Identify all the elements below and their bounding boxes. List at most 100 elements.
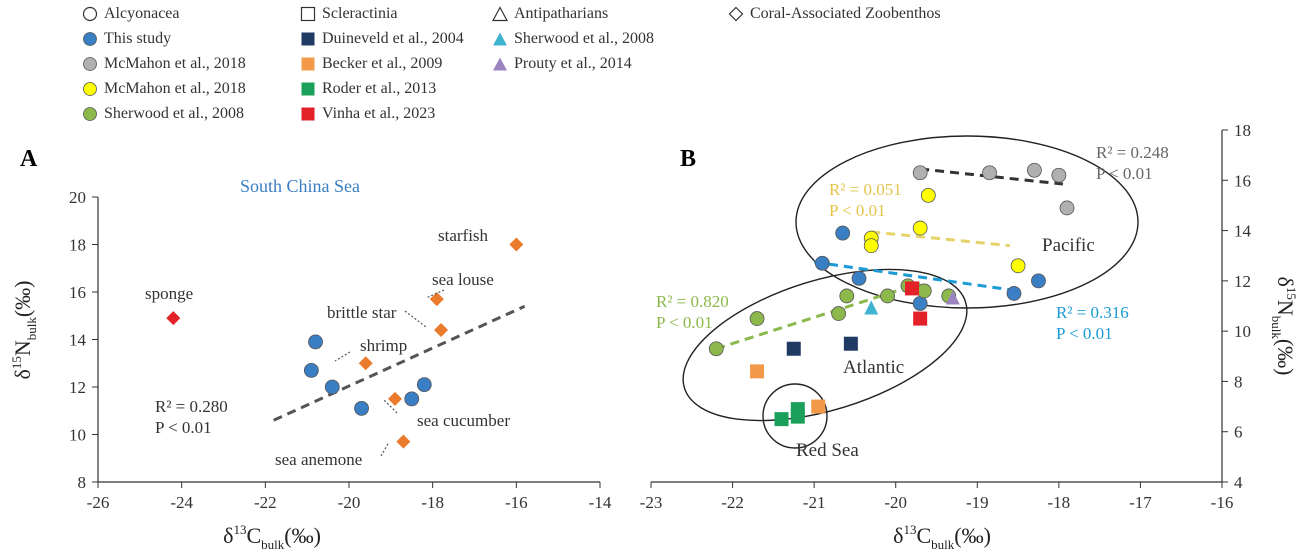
- trendline: [273, 304, 526, 422]
- x-tick-label: -18: [1048, 493, 1071, 512]
- leader-line: [334, 351, 351, 362]
- data-point-sherwood-et-al-2008: [916, 283, 932, 299]
- legend-entry: Sherwood et al., 2008: [492, 29, 654, 49]
- x-tick-label: -20: [338, 493, 361, 512]
- legend-header-coral-associated-zoobenthos: Coral-Associated Zoobenthos: [728, 4, 941, 24]
- data-point-sherwood-et-al-2008: [880, 288, 895, 304]
- data-point-this-study: [814, 255, 830, 271]
- legend-header-label: Coral-Associated Zoobenthos: [750, 5, 941, 22]
- r-squared-label: R² = 0.248: [1096, 143, 1169, 162]
- square-marker-icon: [301, 32, 315, 46]
- x-tick-label: -23: [640, 493, 663, 512]
- y-tick-label: 8: [1234, 372, 1243, 391]
- legend-entry: Sherwood et al., 2008: [82, 104, 244, 124]
- trendline: [920, 167, 1064, 186]
- r-squared-label: R² = 0.316: [1056, 303, 1129, 322]
- legend-header-label: Antipatharians: [514, 5, 609, 22]
- legend-header-alcyonacea: Alcyonacea: [82, 4, 180, 24]
- legend-entry: Vinha et al., 2023: [300, 104, 435, 124]
- p-value-label: P < 0.01: [1056, 324, 1113, 343]
- legend-entry: Roder et al., 2013: [300, 79, 436, 99]
- legend-entry-label: Becker et al., 2009: [322, 55, 443, 72]
- r-squared-label: R² = 0.051: [829, 180, 902, 199]
- legend-entry: Duineveld et al., 2004: [300, 29, 464, 49]
- data-point-this-study: [1031, 273, 1046, 289]
- triangle-marker-icon: [493, 57, 507, 71]
- circle-icon: [82, 7, 98, 22]
- legend-entry-label: McMahon et al., 2018: [104, 80, 246, 97]
- data-point-coral-associated-zoobenthos: [388, 391, 403, 406]
- point-label: shrimp: [360, 336, 407, 355]
- diamond-icon: [728, 6, 744, 22]
- x-tick-label: -16: [505, 493, 528, 512]
- data-point-roder-et-al-2013: [790, 402, 805, 417]
- data-point-sherwood-et-al-2008: [708, 341, 724, 357]
- r-squared-label: R² = 0.280: [155, 397, 228, 416]
- x-tick-label: -14: [589, 493, 612, 512]
- data-point-sherwood-et-al-2008: [749, 311, 765, 326]
- x-tick-label: -22: [721, 493, 744, 512]
- x-axis-label: δ13Cbulk(‰): [893, 522, 991, 552]
- chart-title: South China Sea: [240, 176, 360, 196]
- legend-entry: Prouty et al., 2014: [492, 54, 632, 74]
- data-point-mcmahon-et-al-2018-grey: [1026, 162, 1042, 178]
- y-tick-label: 14: [1234, 222, 1252, 241]
- legend-entry: McMahon et al., 2018: [82, 54, 246, 74]
- circle-marker-icon: [83, 57, 97, 72]
- point-label: brittle star: [327, 303, 397, 322]
- trendline: [715, 281, 921, 351]
- axis-label-text: δ15Nbulk(‰): [1269, 276, 1299, 375]
- x-tick-label: -22: [254, 493, 277, 512]
- data-point-sherwood-et-al-2008: [831, 306, 847, 321]
- data-point-sponge: [166, 311, 181, 326]
- y-tick-label: 16: [69, 283, 86, 302]
- y-tick-label: 10: [69, 426, 86, 445]
- trendline: [813, 260, 1019, 293]
- data-point-duineveld-et-al-2004: [786, 341, 801, 356]
- data-point-sherwood-et-al-2008-antipatharians: [864, 300, 879, 315]
- data-point-coral-associated-zoobenthos: [358, 356, 373, 371]
- p-value-label: P < 0.01: [155, 418, 212, 437]
- x-tick-label: -26: [87, 493, 110, 512]
- leader-line: [382, 398, 398, 414]
- y-tick-label: 10: [1234, 322, 1251, 341]
- data-point-mcmahon-et-al-2018-yellow: [912, 220, 928, 236]
- p-value-label: P < 0.01: [656, 313, 713, 332]
- triangle-icon: [492, 6, 508, 22]
- legend-entry-label: Sherwood et al., 2008: [514, 30, 654, 47]
- leader-line: [425, 289, 445, 299]
- region-circle-red-sea: [762, 383, 828, 449]
- axis-label-text: δ13Cbulk(‰): [893, 522, 991, 552]
- axis-label-text: δ15Nbulk(‰): [9, 280, 39, 379]
- legend-entry-label: Roder et al., 2013: [322, 80, 437, 97]
- y-tick-label: 16: [1234, 171, 1251, 190]
- point-label: sea louse: [432, 270, 494, 289]
- square-marker-icon: [301, 82, 315, 96]
- y-tick-label: 14: [69, 331, 87, 350]
- trendline: [871, 230, 1011, 248]
- data-point-this-study: [354, 400, 369, 416]
- legend-header-label: Alcyonacea: [104, 5, 180, 22]
- data-point-coral-associated-zoobenthos: [434, 323, 449, 337]
- data-point-mcmahon-et-al-2018-grey: [1059, 200, 1075, 216]
- data-point-this-study: [303, 362, 319, 378]
- legend-header-label: Scleractinia: [322, 5, 398, 22]
- data-point-this-study: [835, 225, 851, 241]
- circle-marker-icon: [83, 107, 97, 122]
- x-tick-label: -21: [803, 493, 826, 512]
- y-tick-label: 4: [1234, 473, 1243, 492]
- square-marker-icon: [301, 57, 315, 71]
- data-point-this-study: [324, 379, 340, 395]
- p-value-label: P < 0.01: [1096, 164, 1153, 183]
- point-label: sponge: [145, 284, 193, 303]
- legend-entry-label: This study: [104, 30, 172, 47]
- region-ellipse-atlantic: [682, 268, 968, 422]
- y-tick-label: 18: [69, 236, 86, 255]
- y-tick-label: 18: [1234, 121, 1251, 140]
- x-axis-label: δ13Cbulk(‰): [223, 522, 321, 552]
- leader-line: [380, 441, 390, 457]
- data-point-prouty-et-al-2014: [945, 290, 960, 305]
- legend-header-antipatharians: Antipatharians: [492, 4, 608, 24]
- data-point-becker-et-al-2009: [811, 399, 826, 414]
- data-point-this-study: [851, 270, 867, 286]
